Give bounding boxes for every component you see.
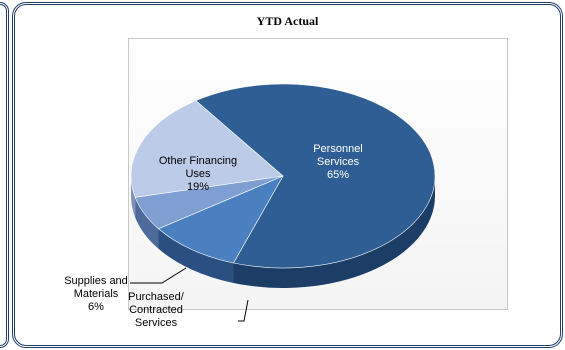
slice-category-label-2: Materials: [74, 288, 119, 300]
slice-category-label-3: Other Financing: [159, 155, 237, 167]
slice-category-label-3: Uses: [185, 168, 211, 180]
pie-top: [130, 83, 436, 269]
slice-category-label-2: Supplies and: [64, 275, 128, 287]
leader-line-2: [130, 267, 187, 284]
chart-title: YTD Actual: [256, 14, 319, 28]
slice-value-label-3: 19%: [187, 181, 209, 193]
pie-slice-3: [130, 100, 284, 198]
pie-slice-side-2: [135, 197, 159, 249]
slice-value-label-2: 6%: [88, 301, 104, 313]
pie-slice-1: [157, 175, 284, 264]
slice-category-label-1: Services: [135, 317, 178, 329]
leader-line-1: [238, 299, 249, 322]
slice-labels: PersonnelServices65%Purchased/Contracted…: [64, 143, 363, 329]
pie-slice-side-3: [131, 176, 136, 218]
slice-category-label-1: Contracted: [129, 304, 183, 316]
slice-category-label-1: Purchased/: [128, 291, 185, 303]
adjacent-panel-edge: [0, 2, 9, 348]
slice-category-label-0: Personnel: [313, 143, 363, 155]
leader-lines: [130, 267, 249, 322]
pie-slice-0: [195, 83, 436, 269]
pie-slice-side-0: [233, 176, 435, 288]
slice-value-label-0: 65%: [327, 169, 349, 181]
slice-category-label-0: Services: [317, 156, 360, 168]
